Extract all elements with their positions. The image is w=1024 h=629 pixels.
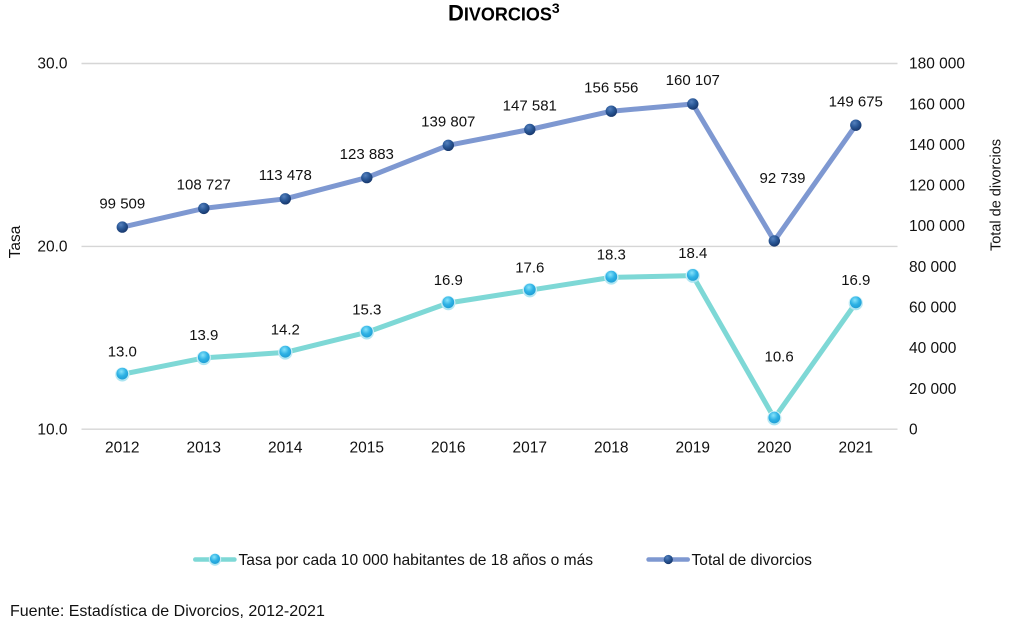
svg-text:92 739: 92 739 (760, 170, 806, 187)
svg-text:180 000: 180 000 (909, 56, 965, 73)
svg-text:40 000: 40 000 (909, 340, 957, 357)
svg-text:120 000: 120 000 (909, 178, 965, 195)
svg-text:80 000: 80 000 (909, 259, 957, 276)
svg-text:15.3: 15.3 (352, 302, 381, 319)
svg-text:156 556: 156 556 (584, 79, 638, 96)
svg-text:Total de divorcios: Total de divorcios (989, 139, 1005, 251)
svg-text:16.9: 16.9 (841, 272, 870, 289)
svg-text:0: 0 (909, 421, 918, 438)
svg-text:160 107: 160 107 (666, 72, 720, 89)
svg-text:147 581: 147 581 (503, 98, 557, 115)
svg-text:DIVORCIOS3: DIVORCIOS3 (448, 0, 560, 26)
svg-text:2021: 2021 (839, 440, 873, 457)
svg-text:113 478: 113 478 (259, 167, 312, 184)
svg-text:108 727: 108 727 (177, 177, 231, 194)
svg-text:30.0: 30.0 (37, 56, 68, 73)
svg-text:99 509: 99 509 (99, 195, 145, 212)
svg-text:139 807: 139 807 (421, 114, 475, 131)
svg-text:17.6: 17.6 (515, 259, 544, 276)
svg-text:20.0: 20.0 (37, 239, 68, 256)
svg-text:18.4: 18.4 (678, 245, 707, 262)
svg-text:149 675: 149 675 (829, 93, 883, 110)
svg-text:13.0: 13.0 (108, 344, 137, 361)
svg-text:2015: 2015 (350, 440, 384, 457)
svg-text:160 000: 160 000 (909, 96, 965, 113)
svg-text:Tasa por cada 10 000 habitante: Tasa por cada 10 000 habitantes de 18 añ… (239, 552, 594, 569)
svg-text:18.3: 18.3 (597, 247, 626, 264)
svg-text:60 000: 60 000 (909, 300, 957, 317)
svg-text:2018: 2018 (594, 440, 628, 457)
svg-text:20 000: 20 000 (909, 381, 957, 398)
svg-text:10.0: 10.0 (37, 421, 68, 438)
svg-text:10.6: 10.6 (764, 349, 793, 366)
svg-text:2013: 2013 (187, 440, 221, 457)
svg-text:100 000: 100 000 (909, 218, 965, 235)
svg-text:14.2: 14.2 (271, 322, 300, 339)
svg-text:Fuente: Estadística de Divorci: Fuente: Estadística de Divorcios, 2012-2… (10, 603, 325, 620)
svg-text:2016: 2016 (431, 440, 465, 457)
svg-text:2014: 2014 (268, 440, 303, 457)
svg-text:2012: 2012 (105, 440, 139, 457)
svg-text:2020: 2020 (757, 440, 792, 457)
svg-text:Total de divorcios: Total de divorcios (692, 552, 813, 569)
svg-text:2019: 2019 (676, 440, 710, 457)
svg-text:2017: 2017 (513, 440, 547, 457)
svg-text:140 000: 140 000 (909, 137, 965, 154)
svg-text:13.9: 13.9 (189, 327, 218, 344)
svg-text:Tasa: Tasa (7, 225, 24, 258)
svg-text:16.9: 16.9 (434, 272, 463, 289)
svg-text:123 883: 123 883 (340, 146, 394, 163)
